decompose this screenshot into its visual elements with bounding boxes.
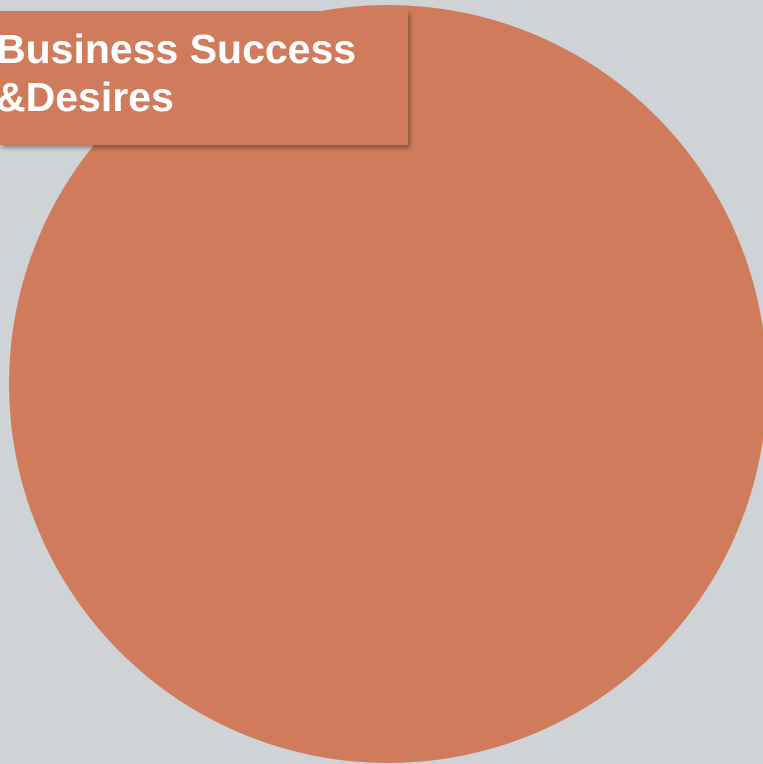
title-banner: Business Success &Desires [0, 11, 408, 145]
title-line-1: Business Success [0, 26, 357, 72]
title-line-2: &Desires [0, 74, 174, 120]
